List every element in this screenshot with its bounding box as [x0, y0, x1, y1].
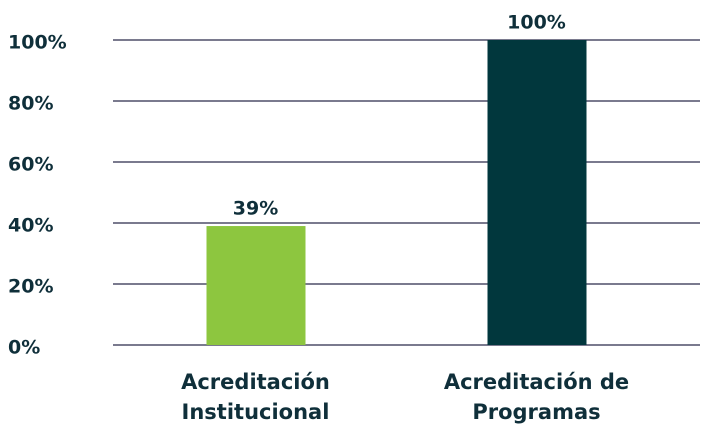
y-tick-label: 60% [8, 154, 53, 176]
data-label: 100% [507, 12, 566, 34]
y-tick-label: 100% [8, 32, 67, 54]
y-tick-label: 0% [8, 337, 40, 359]
y-tick-label: 80% [8, 93, 53, 115]
data-label: 39% [233, 198, 278, 220]
y-tick-label: 20% [8, 276, 53, 298]
x-tick-label: Acreditación Institucional [181, 370, 330, 424]
x-tick-label: Acreditación de Programas [443, 370, 630, 424]
bar [487, 40, 587, 345]
y-tick-label: 40% [8, 215, 53, 237]
bar [206, 226, 306, 345]
